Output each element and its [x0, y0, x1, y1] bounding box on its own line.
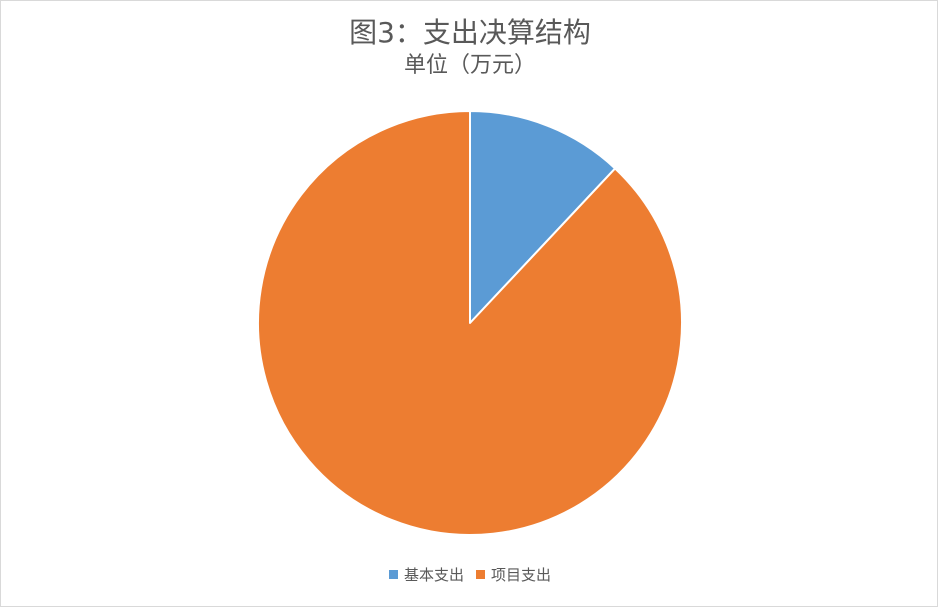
chart-title: 图3：支出决算结构 [349, 16, 591, 49]
legend-swatch-project-expenditure [476, 570, 485, 579]
legend-item-project-expenditure: 项目支出 [476, 564, 551, 585]
legend-label: 项目支出 [491, 566, 552, 584]
pie-slice-project-expenditure [257, 110, 683, 536]
pie-slice-basic-expenditure [469, 110, 617, 324]
legend: 基本支出 项目支出 [1, 564, 938, 585]
legend-item-basic-expenditure: 基本支出 [388, 564, 464, 585]
chart-subtitle: 单位（万元） [403, 53, 536, 78]
legend-swatch-basic-expenditure [388, 570, 398, 579]
legend-label: 基本支出 [403, 566, 464, 584]
